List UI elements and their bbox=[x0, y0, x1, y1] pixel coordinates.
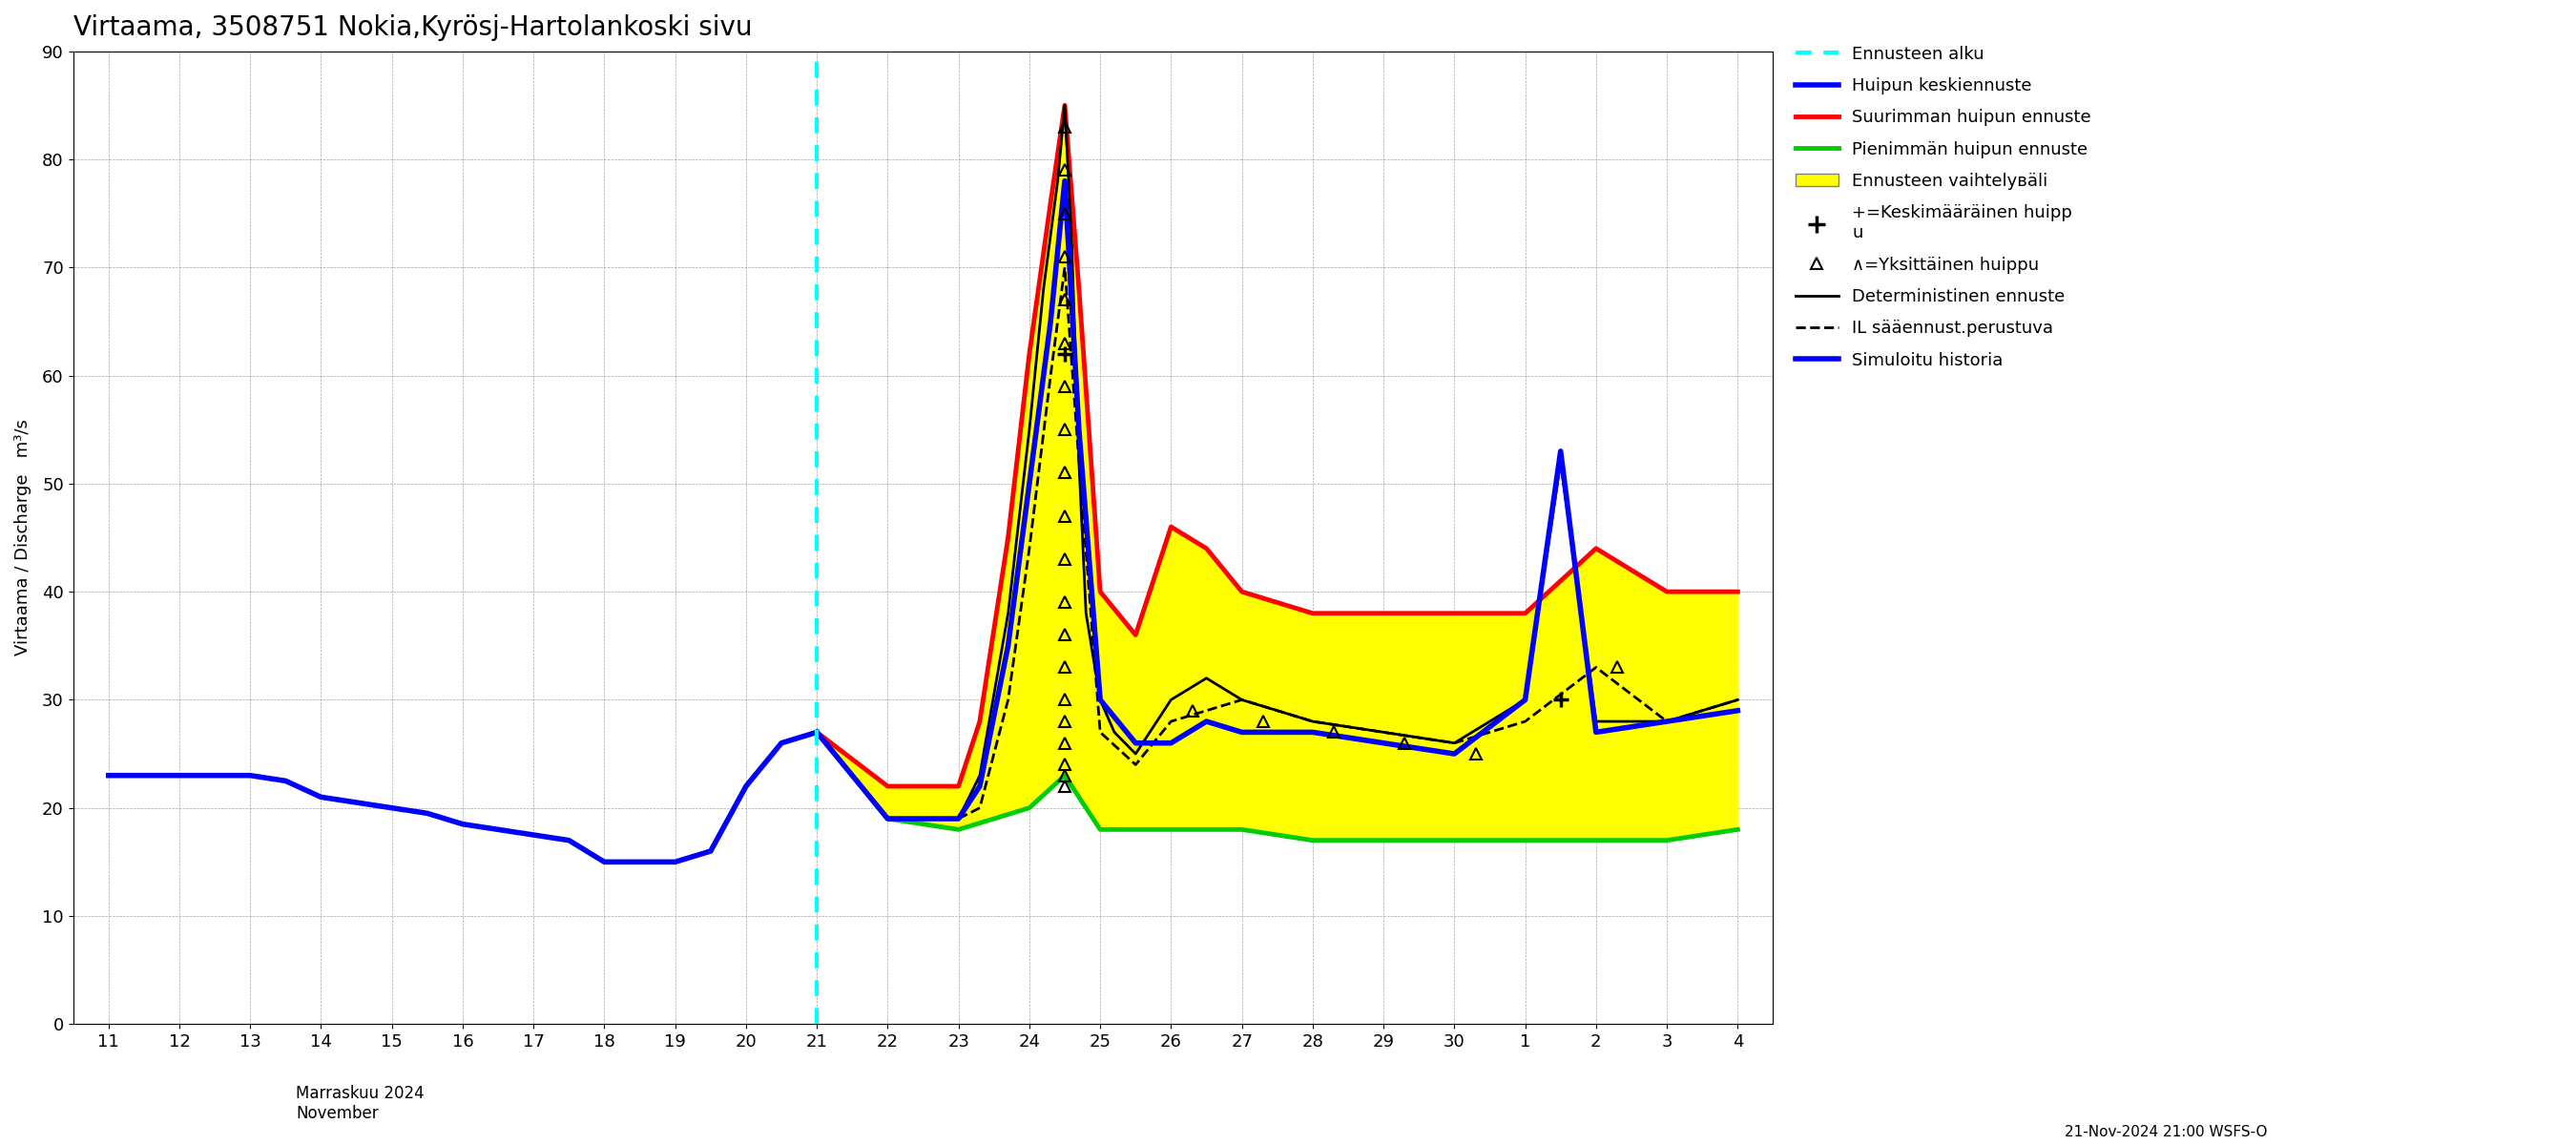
Y-axis label: Virtaama / Discharge   m³/s: Virtaama / Discharge m³/s bbox=[15, 419, 31, 656]
Text: Marraskuu 2024
November: Marraskuu 2024 November bbox=[296, 1085, 425, 1122]
Text: Virtaama, 3508751 Nokia,Kyrösj-Hartolankoski sivu: Virtaama, 3508751 Nokia,Kyrösj-Hartolank… bbox=[72, 14, 752, 41]
Legend: Ennusteen alku, Huipun keskiennuste, Suurimman huipun ennuste, Pienimmän huipun : Ennusteen alku, Huipun keskiennuste, Suu… bbox=[1790, 40, 2097, 374]
Text: 21-Nov-2024 21:00 WSFS-O: 21-Nov-2024 21:00 WSFS-O bbox=[2063, 1124, 2267, 1139]
